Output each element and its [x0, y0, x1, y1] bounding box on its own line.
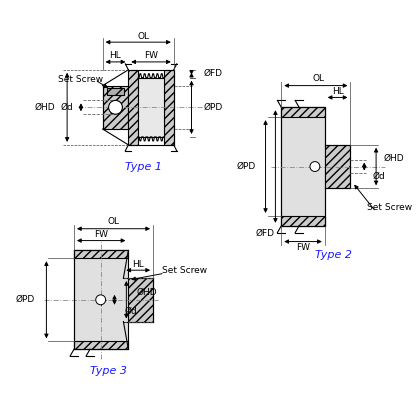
- Text: Set Screw: Set Screw: [162, 266, 207, 275]
- Bar: [124, 278, 153, 322]
- Text: ØFD: ØFD: [256, 229, 275, 238]
- Text: FW: FW: [296, 243, 310, 252]
- Text: FW: FW: [144, 52, 158, 60]
- Text: Type 1: Type 1: [125, 161, 162, 171]
- Text: ØPD: ØPD: [15, 295, 35, 304]
- Text: Type 3: Type 3: [90, 366, 127, 376]
- Text: Set Screw: Set Screw: [367, 203, 413, 213]
- Text: ØFD: ØFD: [203, 69, 222, 78]
- Circle shape: [96, 295, 106, 305]
- Text: Ød: Ød: [60, 103, 73, 112]
- Text: Set Screw: Set Screw: [58, 75, 104, 84]
- Text: ØHD: ØHD: [35, 103, 55, 112]
- Bar: [281, 107, 325, 117]
- Text: ØPD: ØPD: [203, 103, 223, 112]
- Bar: [281, 107, 325, 226]
- Text: OL: OL: [137, 32, 149, 41]
- Text: OL: OL: [107, 217, 119, 226]
- Text: ØPD: ØPD: [236, 162, 256, 171]
- Bar: [281, 216, 325, 226]
- Bar: [74, 341, 128, 349]
- Text: OL: OL: [313, 74, 325, 83]
- Bar: [164, 70, 174, 145]
- Text: FW: FW: [94, 230, 108, 239]
- Text: ØHD: ØHD: [136, 287, 157, 297]
- Text: Type 2: Type 2: [315, 250, 352, 260]
- Bar: [103, 86, 128, 129]
- Bar: [106, 88, 124, 95]
- Text: HL: HL: [132, 260, 144, 269]
- Bar: [138, 78, 164, 137]
- Circle shape: [310, 161, 320, 171]
- Bar: [325, 145, 350, 188]
- Text: HL: HL: [332, 87, 344, 96]
- Bar: [74, 250, 128, 258]
- Text: HL: HL: [110, 52, 121, 60]
- Circle shape: [109, 100, 122, 114]
- Text: Ød: Ød: [372, 172, 385, 181]
- Text: Ød: Ød: [124, 307, 137, 316]
- Bar: [128, 70, 138, 145]
- Bar: [74, 250, 128, 349]
- Text: ØHD: ØHD: [384, 154, 405, 163]
